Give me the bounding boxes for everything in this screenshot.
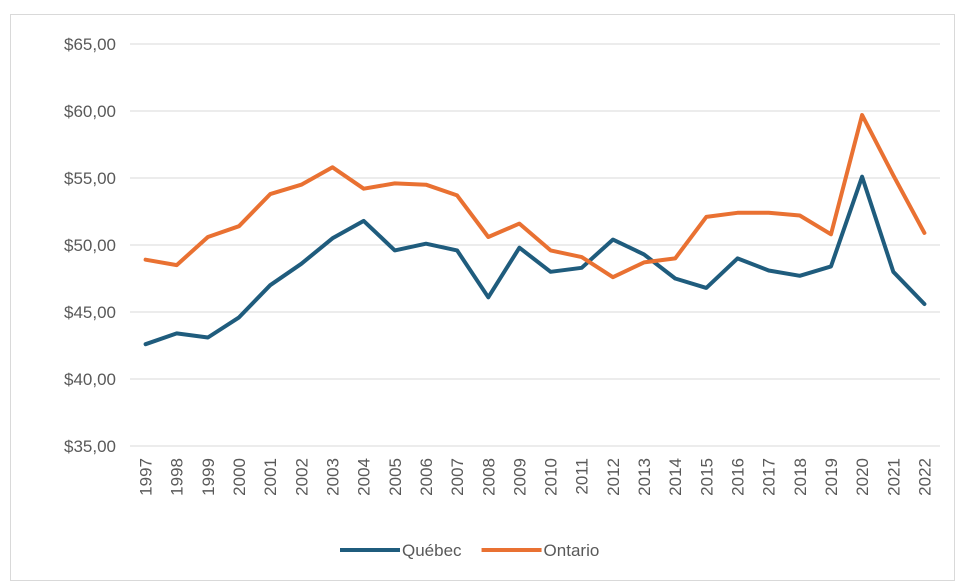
x-tick-label: 2014	[666, 458, 685, 496]
y-tick-label: $35,00	[64, 437, 116, 456]
y-tick-label: $65,00	[64, 35, 116, 54]
x-tick-label: 2009	[510, 458, 529, 496]
x-tick-label: 2016	[729, 458, 748, 496]
x-tick-label: 2000	[230, 458, 249, 496]
x-tick-label: 2018	[791, 458, 810, 496]
x-tick-label: 2012	[604, 458, 623, 496]
x-tick-label: 2008	[479, 458, 498, 496]
y-tick-label: $55,00	[64, 169, 116, 188]
x-tick-label: 1998	[168, 458, 187, 496]
series-line	[143, 174, 927, 347]
legend-label: Québec	[402, 541, 462, 560]
series-line	[143, 113, 927, 280]
legend-label: Ontario	[544, 541, 600, 560]
chart-frame	[10, 14, 955, 581]
y-tick-label: $45,00	[64, 303, 116, 322]
x-tick-label: 2017	[760, 458, 779, 496]
x-tick-label: 1999	[199, 458, 218, 496]
x-tick-label: 2011	[573, 458, 592, 495]
y-tick-label: $60,00	[64, 102, 116, 121]
x-tick-label: 2022	[915, 458, 934, 496]
x-tick-label: 2001	[261, 458, 280, 496]
x-tick-label: 2021	[884, 458, 903, 496]
x-tick-label: 2020	[853, 458, 872, 496]
x-tick-label: 2010	[542, 458, 561, 496]
x-tick-label: 2004	[355, 458, 374, 496]
x-tick-label: 1997	[137, 458, 156, 496]
x-tick-label: 2003	[324, 458, 343, 496]
x-tick-label: 2015	[697, 458, 716, 496]
x-tick-label: 2005	[386, 458, 405, 496]
x-tick-label: 2013	[635, 458, 654, 496]
y-tick-label: $40,00	[64, 370, 116, 389]
x-tick-label: 2006	[417, 458, 436, 496]
x-tick-label: 2007	[448, 458, 467, 496]
y-tick-label: $50,00	[64, 236, 116, 255]
x-tick-label: 2002	[292, 458, 311, 496]
x-tick-label: 2019	[822, 458, 841, 496]
